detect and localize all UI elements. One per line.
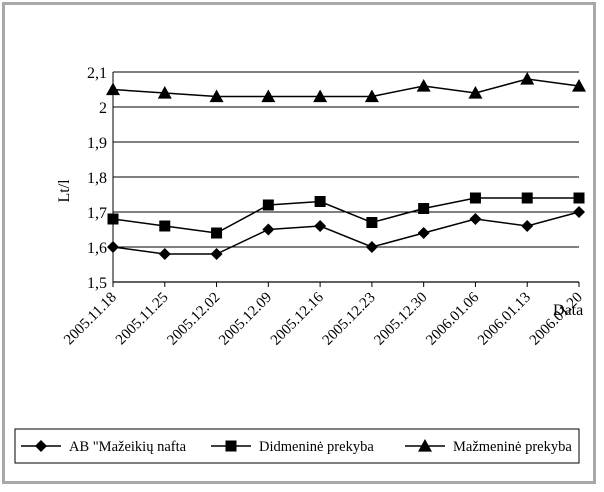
data-point: [314, 196, 326, 207]
legend-marker: [418, 439, 432, 452]
x-tick-label: 2005.12.30: [371, 290, 430, 349]
legend-entry: Didmeninė prekyba: [259, 439, 374, 455]
data-point: [262, 199, 274, 211]
data-point: [366, 217, 378, 228]
data-point: [106, 82, 120, 96]
data-point: [261, 89, 276, 103]
legend-box: [14, 428, 580, 464]
y-tick-label: 2: [99, 100, 107, 117]
x-tick-label: 2006.01.13: [475, 290, 534, 349]
x-tick-label: 2005.11.25: [113, 290, 172, 349]
legend: AB "Mažeikių nafta Didmeninė prekyba Mažme…: [14, 428, 580, 464]
y-tick-label: 1,6: [87, 240, 107, 257]
data-point: [364, 89, 379, 103]
data-point: [210, 248, 223, 260]
series-lines: [106, 72, 586, 260]
x-tick-label: 2006.01.20: [527, 290, 586, 349]
x-tick-label: 2005.12.02: [164, 290, 223, 349]
legend-marker: [225, 440, 237, 452]
y-tick-label: 1,8: [87, 170, 107, 187]
data-point: [209, 89, 224, 103]
data-point: [520, 72, 535, 85]
y-tick-labels: 1,5 1,6 1,7 1,8 1,9 2 2,1: [87, 65, 107, 292]
y-tick-label: 1,9: [87, 135, 107, 152]
legend-entry: Mažmeninė prekyba: [453, 439, 572, 455]
x-tick-label: 2005.11.18: [61, 290, 120, 349]
data-point: [211, 227, 223, 239]
data-point: [521, 220, 534, 232]
x-tick-labels: 2005.11.182005.11.252005.12.022005.12.09…: [61, 289, 586, 348]
x-tick-label: 2005.12.16: [268, 289, 327, 348]
legend-entry: AB "Mažeikių nafta: [69, 439, 187, 455]
data-point: [469, 192, 481, 204]
y-axis-label: Lt/l: [56, 179, 73, 203]
data-point: [365, 241, 378, 253]
chart-frame: 1,5 1,6 1,7 1,8 1,9 2 2,1 2005.11.18 2005.11.25…: [2, 2, 596, 484]
line-chart: 1,5 1,6 1,7 1,8 1,9 2 2,1 2005.11.182005.11.25…: [14, 65, 586, 464]
data-point: [573, 192, 585, 204]
data-point: [159, 220, 171, 232]
data-point: [107, 213, 119, 225]
series-line-2: [112, 197, 579, 234]
x-tick-label: 2006.01.06: [423, 289, 482, 348]
series-line-3: [112, 78, 580, 98]
data-point: [573, 206, 585, 218]
data-point: [158, 248, 171, 260]
data-point: [417, 227, 430, 239]
data-point: [468, 86, 483, 99]
y-tick-label: 1,5: [87, 275, 107, 292]
data-point: [313, 89, 328, 103]
data-point: [572, 79, 586, 92]
data-point: [157, 86, 172, 99]
data-point: [521, 192, 533, 204]
gridlines: [113, 71, 579, 283]
series-line-1: [112, 211, 580, 255]
y-tick-label: 2,1: [87, 65, 107, 82]
x-axis-label: Data: [553, 302, 583, 319]
data-point: [262, 223, 275, 236]
x-tick-label: 2005.12.23: [320, 290, 379, 349]
x-tick-label: 2005.12.09: [216, 290, 275, 349]
legend-marker: [35, 440, 47, 452]
data-point: [314, 220, 327, 232]
data-point: [418, 203, 430, 214]
data-point: [107, 241, 119, 253]
data-point: [469, 213, 482, 225]
y-tick-label: 1,7: [87, 205, 107, 222]
data-point: [416, 79, 431, 92]
